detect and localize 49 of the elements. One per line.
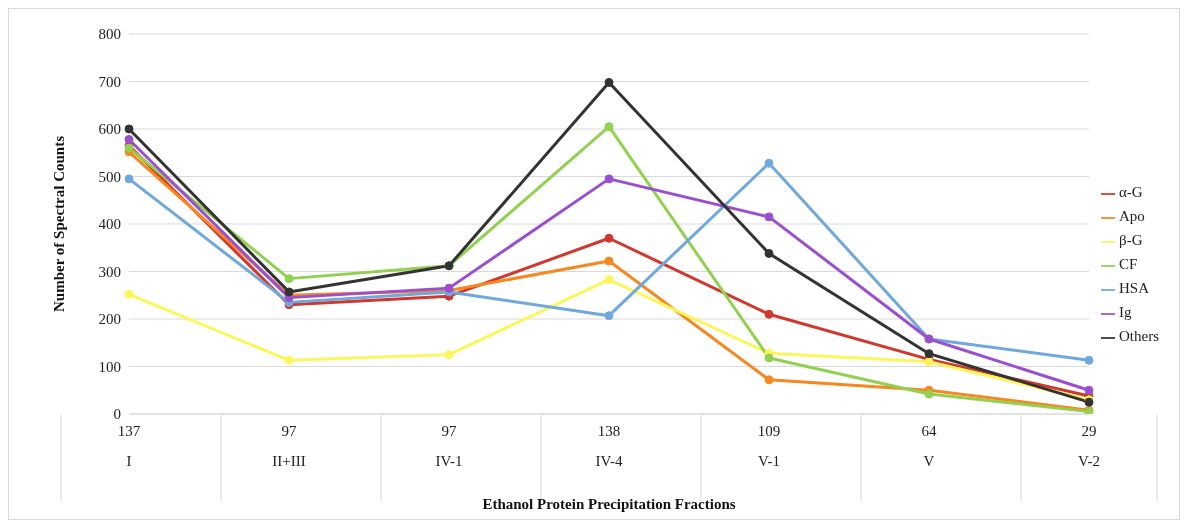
point: [924, 389, 934, 399]
y-tick-label: 500: [98, 168, 121, 185]
y-tick-label: 200: [98, 311, 121, 328]
y-tick-label: 300: [98, 263, 121, 280]
x-axis-title: Ethanol Protein Precipitation Fractions: [482, 496, 736, 512]
point: [124, 124, 134, 134]
point: [1084, 385, 1094, 395]
point: [764, 248, 774, 258]
point: [604, 77, 614, 87]
x-tick-label: 137 I: [117, 423, 141, 469]
legend-label: Ig: [1119, 304, 1132, 320]
point: [284, 274, 294, 284]
y-tick-label: 0: [113, 406, 121, 423]
x-tick-label: 97 II+III: [272, 423, 306, 469]
y-tick-label: 100: [98, 358, 121, 375]
point: [764, 309, 774, 319]
y-tick-label: 700: [98, 73, 121, 90]
point: [764, 353, 774, 363]
x-tick-label: 64 V: [921, 423, 937, 469]
y-tick-label: 400: [98, 216, 121, 233]
legend-label: CF: [1119, 256, 1138, 272]
point: [1084, 355, 1094, 365]
legend-label: Others: [1119, 328, 1159, 344]
legend-label: α-G: [1119, 184, 1143, 200]
legend-label: HSA: [1119, 280, 1150, 296]
y-tick-label: 600: [98, 121, 121, 138]
x-tick-label: 138 IV-4: [595, 423, 623, 469]
y-tick-label: 800: [98, 26, 121, 43]
x-tick-label: 109 V-1: [757, 423, 781, 469]
y-axis-title: Number of Spectral Counts: [51, 135, 68, 312]
point: [124, 134, 134, 144]
point: [444, 350, 454, 360]
point: [284, 355, 294, 365]
point: [764, 158, 774, 168]
point: [764, 375, 774, 385]
legend-label: β-G: [1119, 232, 1143, 248]
x-tick-label: 97 IV-1: [435, 423, 463, 469]
point: [124, 174, 134, 184]
point: [764, 212, 774, 222]
point: [924, 349, 934, 359]
x-tick-label: 29 V-2: [1078, 423, 1100, 469]
point: [604, 174, 614, 184]
legend-label: Apo: [1119, 208, 1145, 224]
point: [604, 233, 614, 243]
point: [604, 275, 614, 285]
point: [604, 256, 614, 266]
point: [604, 311, 614, 321]
point: [604, 122, 614, 132]
point: [124, 289, 134, 299]
